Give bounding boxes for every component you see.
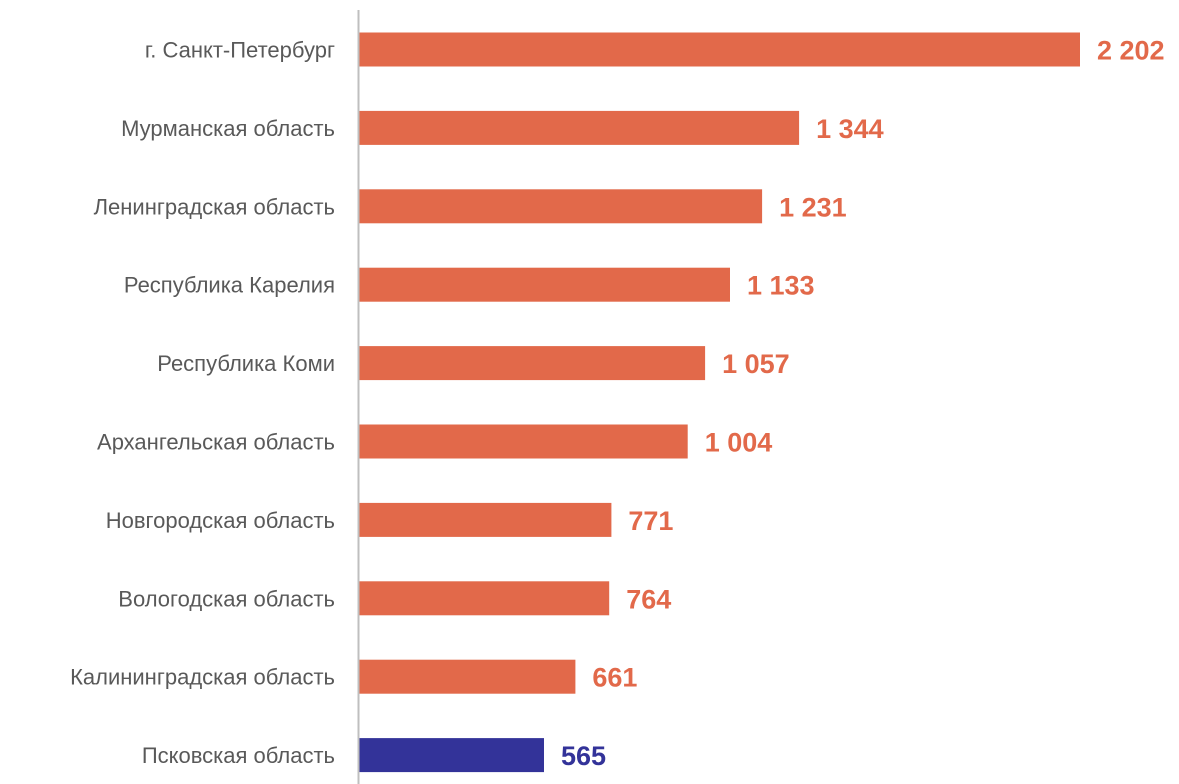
value-label: 1 057: [722, 349, 790, 379]
bar: [359, 659, 576, 694]
bar: [359, 110, 800, 145]
bar: [359, 267, 730, 302]
bar: [359, 189, 763, 224]
category-label: Республика Коми: [157, 351, 335, 376]
category-label: Республика Карелия: [124, 273, 335, 298]
category-label: Новгородская область: [106, 508, 335, 533]
value-label: 1 004: [705, 428, 773, 458]
category-label: Калининградская область: [70, 665, 335, 690]
category-label: Архангельская область: [97, 430, 335, 455]
value-label: 565: [561, 741, 606, 771]
category-label: Вологодская область: [118, 586, 335, 611]
category-label: Псковская область: [142, 743, 335, 768]
labels-layer: г. Санкт-Петербург 2 202 Мурманская област…: [70, 36, 1165, 772]
category-label: Ленинградская область: [94, 194, 335, 219]
bar: [359, 738, 544, 773]
bar: [359, 346, 706, 381]
bars-layer: [359, 32, 1080, 773]
bar: [359, 32, 1080, 67]
bar: [359, 581, 610, 616]
value-label: 1 231: [779, 192, 847, 222]
value-label: 771: [628, 506, 673, 536]
value-label: 1 133: [747, 271, 815, 301]
category-label: г. Санкт-Петербург: [145, 38, 335, 63]
value-label: 661: [592, 663, 637, 693]
value-label: 1 344: [816, 114, 884, 144]
bar: [359, 502, 612, 537]
bar: [359, 424, 688, 459]
value-label: 764: [626, 584, 671, 614]
category-label: Мурманская область: [121, 116, 335, 141]
value-label: 2 202: [1097, 36, 1165, 66]
